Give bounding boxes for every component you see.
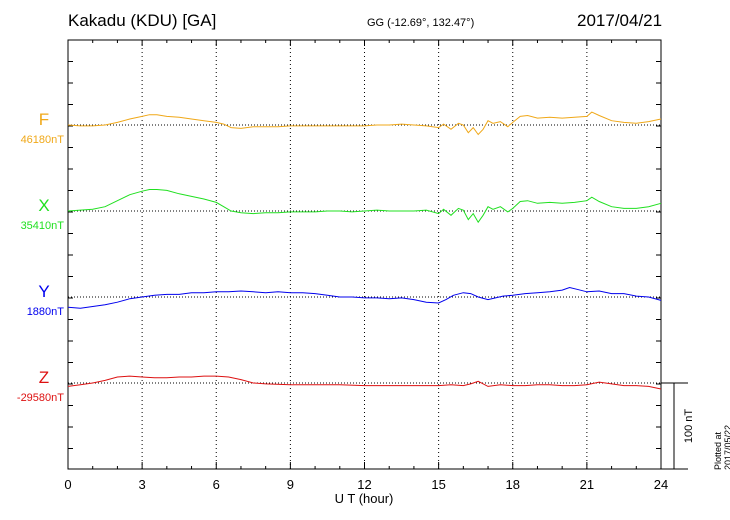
x-tick-label: 18 — [506, 477, 520, 492]
scale-bar: 100 nT — [661, 382, 695, 470]
series-baseline-label-x: 35410nT — [21, 220, 65, 232]
x-axis-label: U T (hour) — [335, 491, 394, 506]
x-tick-label: 0 — [64, 477, 71, 492]
x-tick-label: 21 — [580, 477, 594, 492]
series-name-x: X — [38, 196, 49, 215]
x-tick-label: 3 — [139, 477, 146, 492]
grid-lines — [141, 40, 588, 469]
x-tick-labels: 0 3 6 9 12 15 18 21 24 — [64, 477, 668, 492]
series-baseline-label-z: -29580nT — [17, 392, 64, 404]
x-tick-label: 9 — [287, 477, 294, 492]
series-line-y — [67, 286, 662, 309]
series-line-f — [67, 111, 662, 136]
scale-bar-label: 100 nT — [683, 409, 695, 444]
series-name-y: Y — [38, 282, 49, 301]
series-line-z — [67, 375, 662, 390]
series-name-z: Z — [39, 368, 49, 387]
x-tick-label: 12 — [357, 477, 371, 492]
date-label: 2017/04/21 — [577, 11, 663, 30]
tick-marks — [67, 39, 662, 469]
series-lines — [67, 111, 662, 390]
x-tick-label: 15 — [431, 477, 445, 492]
series-line-x — [67, 189, 662, 224]
x-tick-label: 24 — [654, 477, 668, 492]
x-tick-label: 6 — [213, 477, 220, 492]
series-baseline-label-f: 46180nT — [21, 134, 65, 146]
station-title: Kakadu (KDU) [GA] — [68, 11, 217, 30]
series-labels: F 46180nT X 35410nT Y 1880nT Z -29580nT — [17, 110, 64, 404]
coordinates-label: GG (-12.69°, 132.47°) — [367, 17, 475, 29]
series-baseline-label-y: 1880nT — [27, 306, 65, 318]
series-name-f: F — [39, 110, 49, 129]
